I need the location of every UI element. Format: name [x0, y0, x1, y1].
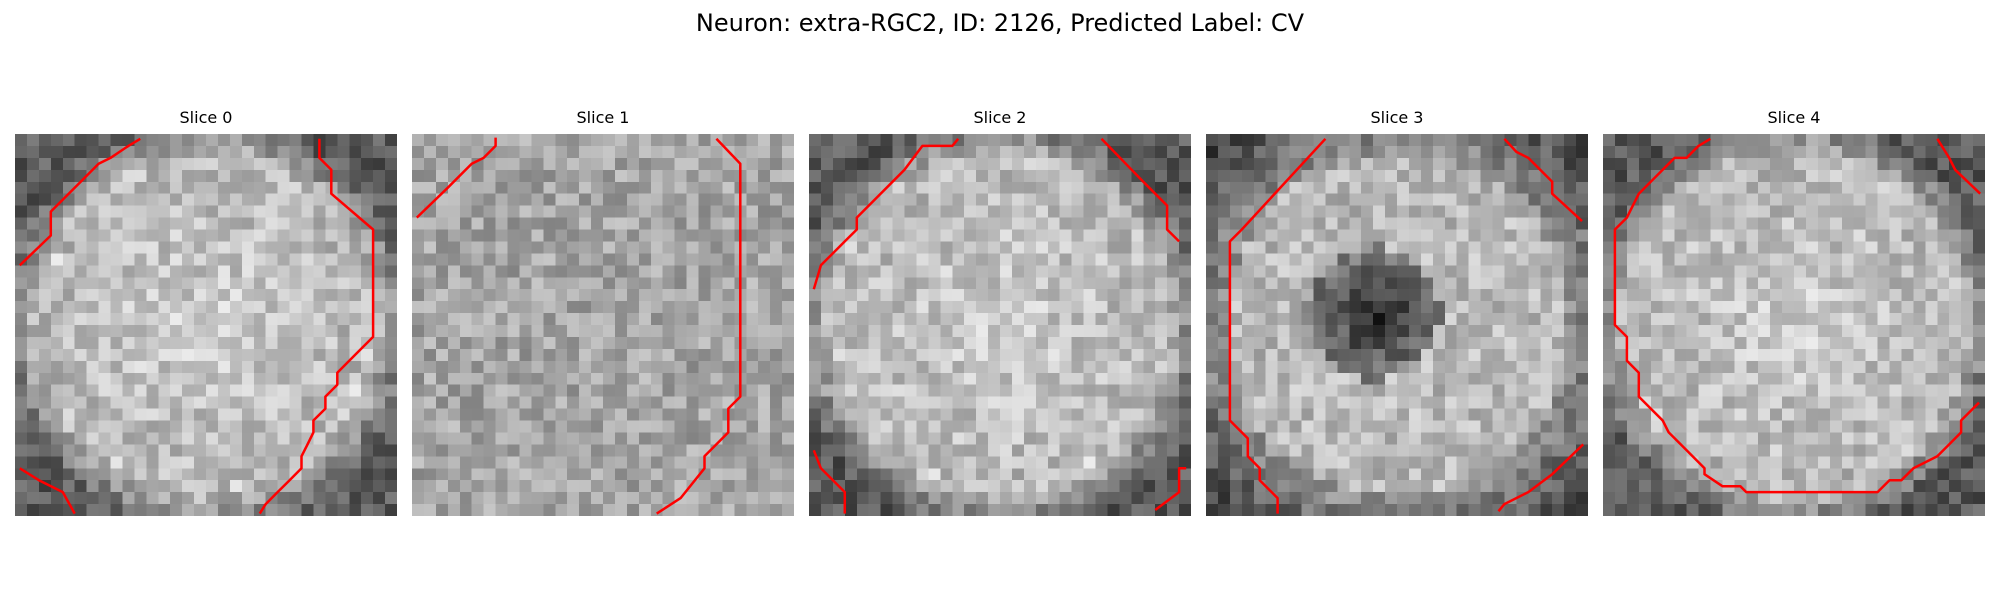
slice-panel-1: Slice 1 [412, 108, 794, 516]
contour-line [415, 137, 497, 219]
slice-pixels [809, 134, 1191, 516]
slice-image [809, 134, 1191, 516]
slice-image [1206, 134, 1588, 516]
contour-line [656, 137, 742, 515]
slice-title: Slice 0 [179, 108, 233, 127]
slice-image [15, 134, 397, 516]
contour-line [19, 467, 76, 515]
slice-title: Slice 3 [1370, 108, 1424, 127]
contour-line [812, 138, 960, 290]
contour-line [1936, 138, 1982, 195]
contour-line [258, 138, 375, 515]
slice-panel-2: Slice 2 [809, 108, 1191, 516]
slice-panel-0: Slice 0 [15, 108, 397, 516]
slice-title: Slice 2 [973, 108, 1027, 127]
contour-line [1154, 467, 1187, 512]
contour-line [18, 137, 141, 267]
contour-line [812, 449, 847, 514]
slice-pixels [15, 134, 397, 516]
slice-panel-4: Slice 4 [1603, 108, 1985, 516]
contour-line [1100, 137, 1180, 243]
slice-image [412, 134, 794, 516]
slice-title: Slice 1 [576, 108, 630, 127]
figure-title: Neuron: extra-RGC2, ID: 2126, Predicted … [695, 9, 1305, 37]
slice-pixels [1206, 134, 1588, 516]
contour-line [1228, 137, 1327, 514]
slice-pixels [412, 134, 794, 516]
slice-image [1603, 134, 1985, 516]
contour-line [1497, 443, 1585, 512]
slice-panel-3: Slice 3 [1206, 108, 1588, 516]
slice-title: Slice 4 [1767, 108, 1821, 127]
contour-line [1503, 137, 1583, 223]
contour-line [1613, 137, 1980, 494]
slice-pixels [1603, 134, 1985, 516]
